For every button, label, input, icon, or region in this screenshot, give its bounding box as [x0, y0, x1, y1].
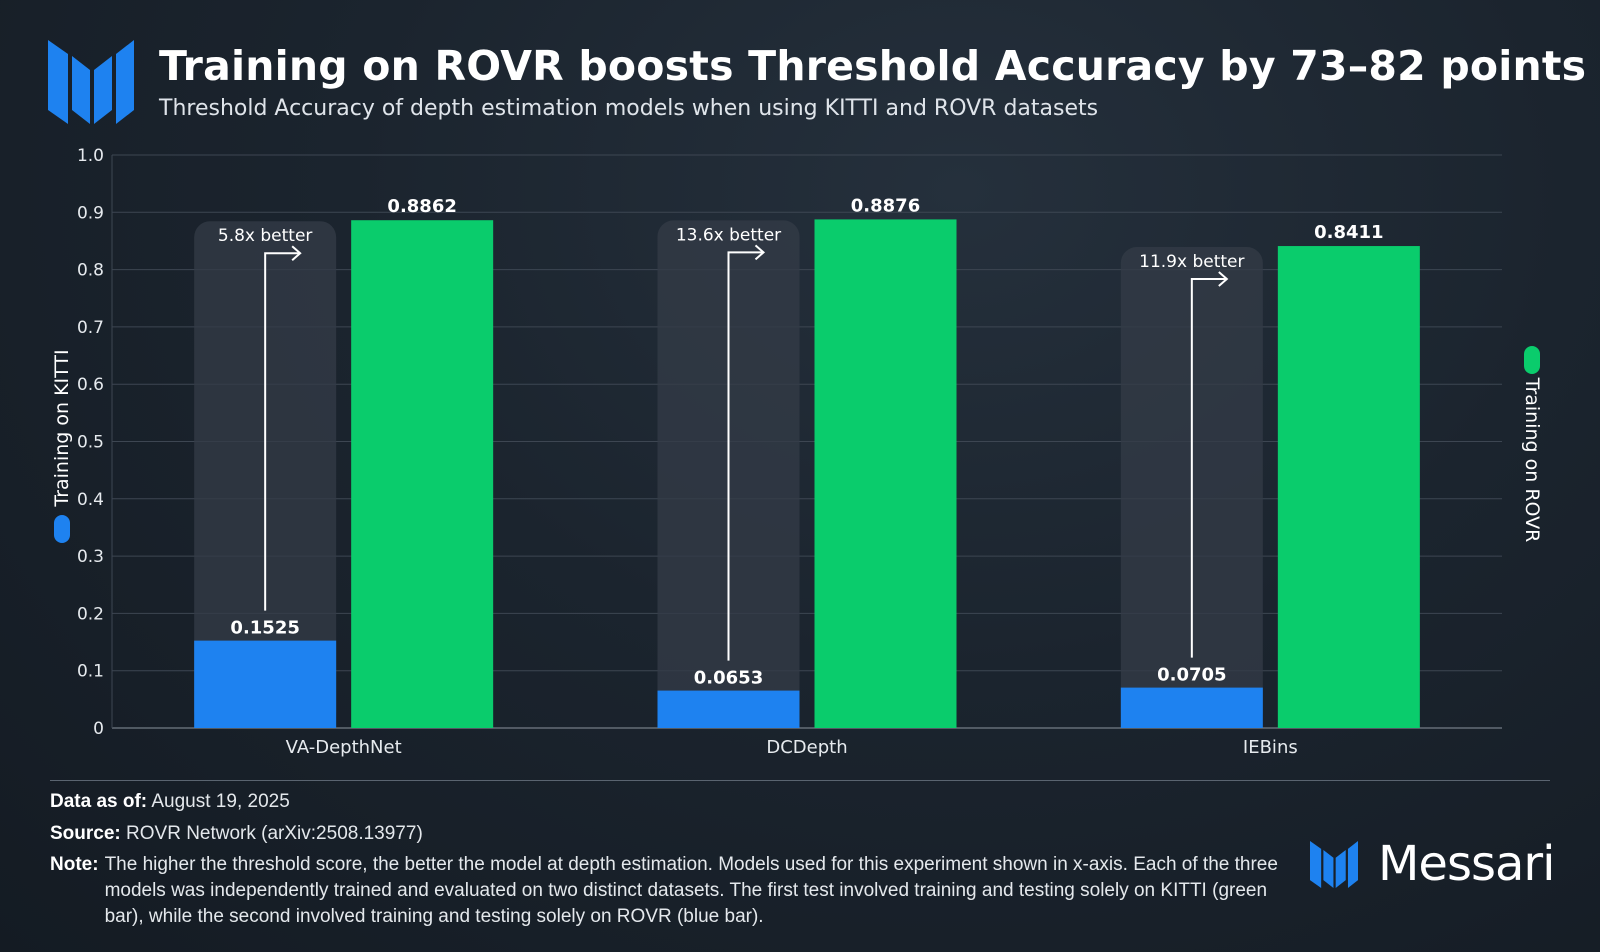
bar-kitti [657, 690, 800, 728]
annotation-label: 13.6x better [676, 225, 781, 245]
bar-label-rovr: 0.8876 [851, 195, 920, 216]
x-category-label: IEBins [1243, 737, 1298, 758]
bar-rovr [814, 219, 957, 728]
annotation-arrowhead [291, 245, 302, 261]
y-tick-label: 1.0 [77, 146, 104, 166]
legend-rovr-label: Training on ROVR [1521, 377, 1543, 543]
y-tick-label: 0.7 [77, 318, 104, 338]
y-tick-label: 0.6 [77, 375, 104, 395]
footer-source-label: Source: [50, 823, 121, 844]
bar-label-kitti: 0.0705 [1157, 665, 1226, 686]
y-tick-label: 0 [93, 719, 104, 739]
x-category-label: VA-DepthNet [286, 737, 402, 758]
legend-kitti-swatch [54, 515, 70, 543]
bar-label-rovr: 0.8411 [1314, 222, 1383, 243]
x-axis-categories: VA-DepthNet DCDepth IEBins [286, 737, 1298, 758]
bar-kitti [1120, 687, 1263, 728]
messari-logo-icon [48, 40, 134, 124]
bar-label-kitti: 0.1525 [230, 618, 299, 639]
annotation-arrow [1190, 278, 1226, 658]
messari-logo-icon [1310, 840, 1358, 888]
annotation-arrow [727, 251, 763, 661]
chart-title: Training on ROVR boosts Threshold Accura… [159, 42, 1587, 90]
y-tick-label: 0.2 [77, 604, 104, 624]
y-tick-label: 0.1 [77, 662, 104, 682]
annotation-label: 5.8x better [218, 226, 313, 246]
bar-kitti [194, 640, 337, 728]
bar-rovr [351, 220, 494, 728]
footer-date: Data as of: August 19, 2025 [50, 789, 290, 815]
bar-labels: 0.1525 0.8862 5.8x better 0.0653 0.8876 13.6x… [218, 195, 1384, 688]
y-tick-label: 0.3 [77, 547, 104, 567]
footer-note: Note: The higher the threshold score, th… [50, 852, 1300, 930]
legend-rovr-swatch [1524, 346, 1540, 374]
bar-rovr [1277, 246, 1420, 729]
annotation-arrowhead [754, 244, 766, 261]
footer-note-value: The higher the threshold score, the bett… [104, 854, 1278, 927]
footer-source: Source: ROVR Network (arXiv:2508.13977) [50, 821, 423, 847]
footer-date-value: August 19, 2025 [151, 791, 290, 812]
brand-wordmark: Messari [1378, 836, 1555, 892]
annotation-arrows [264, 244, 1229, 661]
annotation-arrow [264, 252, 300, 611]
footer-divider [50, 780, 1550, 781]
bar-label-kitti: 0.0653 [694, 668, 763, 689]
y-axis-ticks: 0 0.1 0.2 0.3 0.4 0.5 0.6 0.7 0.8 0.9 1.0 [77, 146, 104, 739]
y-tick-label: 0.8 [77, 261, 104, 281]
annotation-label: 11.9x better [1139, 252, 1244, 272]
legend-rovr: Training on ROVR [1521, 346, 1543, 542]
legend-kitti: Training on KITTI [51, 349, 73, 543]
footer-date-label: Data as of: [50, 791, 148, 812]
legend-kitti-label: Training on KITTI [51, 349, 73, 507]
y-tick-label: 0.4 [77, 490, 104, 510]
x-category-label: DCDepth [766, 737, 847, 758]
grid-lines [111, 154, 1502, 729]
y-tick-label: 0.5 [77, 433, 104, 453]
annotation-arrowhead [1218, 271, 1229, 287]
chart-subtitle: Threshold Accuracy of depth estimation m… [159, 96, 1099, 121]
footer-note-label: Note: [50, 854, 99, 875]
y-tick-label: 0.9 [77, 203, 104, 223]
bar-label-rovr: 0.8862 [387, 196, 456, 217]
bars [194, 219, 1420, 729]
footer-source-value: ROVR Network (arXiv:2508.13977) [126, 823, 423, 844]
brand-logo: Messari [1310, 836, 1555, 892]
